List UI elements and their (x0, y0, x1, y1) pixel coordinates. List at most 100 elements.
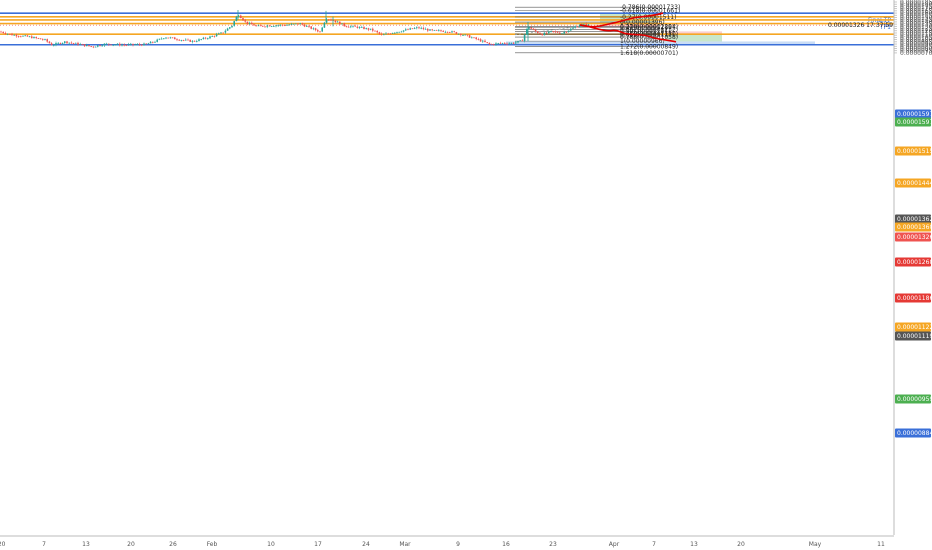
candle-body (224, 30, 227, 33)
support-box (506, 41, 815, 45)
candle-body (574, 26, 576, 28)
candle-body (438, 30, 440, 32)
x-axis[interactable]: 020 7 13 20 26 Feb 10 17 24 Mar 9 16 23 Apr 7 13 20 May 11 (0, 535, 894, 548)
candle-body (226, 28, 229, 31)
horizontal-levels: Final TPTP2TP1 (0, 12, 894, 46)
candle-body (497, 43, 499, 44)
candle-body (409, 28, 411, 30)
x-tick-label: 7 (652, 541, 656, 548)
candle-body (31, 36, 33, 39)
candle-body (154, 41, 156, 43)
candle-body (499, 43, 502, 44)
candle-body (422, 27, 425, 30)
candle-body (297, 23, 299, 25)
y-axis[interactable]: 0.000018500.000018000.000017500.00001700… (893, 0, 932, 535)
candle-body (301, 23, 304, 25)
candle-body (81, 44, 84, 45)
candle-body (528, 27, 530, 29)
candle-body (539, 32, 541, 34)
candle-body (86, 45, 88, 47)
candle-body (534, 29, 537, 32)
candle-body (565, 31, 568, 33)
price-tag (895, 394, 931, 404)
candle-body (279, 24, 282, 26)
candle-body (312, 28, 315, 30)
candle-body (363, 27, 365, 30)
candle-body (523, 34, 526, 41)
candle-body (116, 43, 119, 45)
candles (0, 9, 590, 49)
candle-body (288, 24, 290, 26)
candle-body (246, 21, 249, 24)
candle-body (264, 26, 266, 28)
candle-body (517, 40, 519, 43)
candle-body (389, 33, 392, 35)
price-tag-label: 0.00001362 (897, 216, 932, 223)
candle-body (127, 44, 130, 46)
candle-body (284, 25, 286, 26)
candle-body (446, 31, 449, 33)
price-tag (895, 146, 931, 156)
price-tag (895, 222, 931, 232)
candle-body (548, 31, 550, 34)
candle-body (103, 43, 106, 46)
candle-body (358, 27, 361, 28)
fib-label: 1.272(0.00000849) (620, 43, 678, 50)
x-tick-label: 24 (362, 541, 370, 548)
candle-body (343, 23, 345, 27)
candle-body (411, 28, 414, 30)
candle-body (229, 27, 231, 29)
candle-body (125, 44, 128, 46)
fib-label: 0.786(0.00001058) (620, 34, 678, 41)
candle-body (255, 25, 257, 27)
candle-body (112, 44, 114, 46)
candle-body (167, 37, 169, 39)
candle-body (347, 26, 350, 28)
candle-body (189, 39, 191, 42)
candle-body (455, 32, 458, 34)
candle-body (72, 43, 75, 44)
candle-body (149, 41, 152, 44)
candle-body (215, 34, 218, 37)
candle-body (235, 16, 238, 22)
x-tick-label: 10 (267, 541, 275, 548)
candle-body (328, 19, 330, 21)
candle-body (306, 26, 308, 27)
candle-body (323, 22, 326, 28)
candle-body (61, 42, 64, 44)
candle-body (402, 30, 405, 32)
candle-body (44, 39, 46, 40)
fib-extension: -0.786(0.00001733)-0.618(0.00001661)-0.2… (514, 4, 680, 57)
candle-body (275, 25, 277, 27)
candle-body (222, 32, 224, 34)
x-tick-label: 26 (169, 541, 177, 548)
candle-body (367, 28, 370, 30)
candle-body (310, 26, 312, 29)
candle-body (13, 34, 15, 36)
candle-body (240, 15, 242, 19)
candle-body (387, 33, 389, 35)
candle-body (369, 28, 372, 30)
bearish-projection (579, 24, 677, 43)
candle-body (50, 43, 53, 46)
candle-body (378, 32, 381, 34)
x-tick-label: 7 (42, 541, 46, 548)
candle-body (46, 39, 48, 42)
price-tag-label: 0.00000959 (897, 396, 932, 403)
candle-body (178, 39, 180, 41)
candle-body (512, 42, 515, 44)
price-tag-label: 0.00001444 (897, 180, 932, 187)
fib-label: 0.5(0.00001181) (620, 29, 671, 36)
candle-body (237, 15, 240, 17)
price-tag (895, 257, 931, 267)
candle-body (33, 37, 35, 39)
position-zones (0, 13, 894, 45)
candle-body (325, 19, 328, 23)
candle-body (24, 35, 26, 37)
